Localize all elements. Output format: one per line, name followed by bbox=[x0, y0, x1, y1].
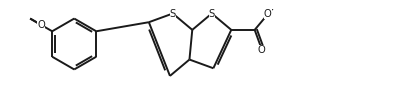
Text: O: O bbox=[263, 9, 271, 19]
Text: O: O bbox=[37, 20, 45, 30]
Text: O: O bbox=[257, 45, 265, 55]
Text: S: S bbox=[169, 9, 175, 18]
Text: S: S bbox=[208, 9, 214, 18]
